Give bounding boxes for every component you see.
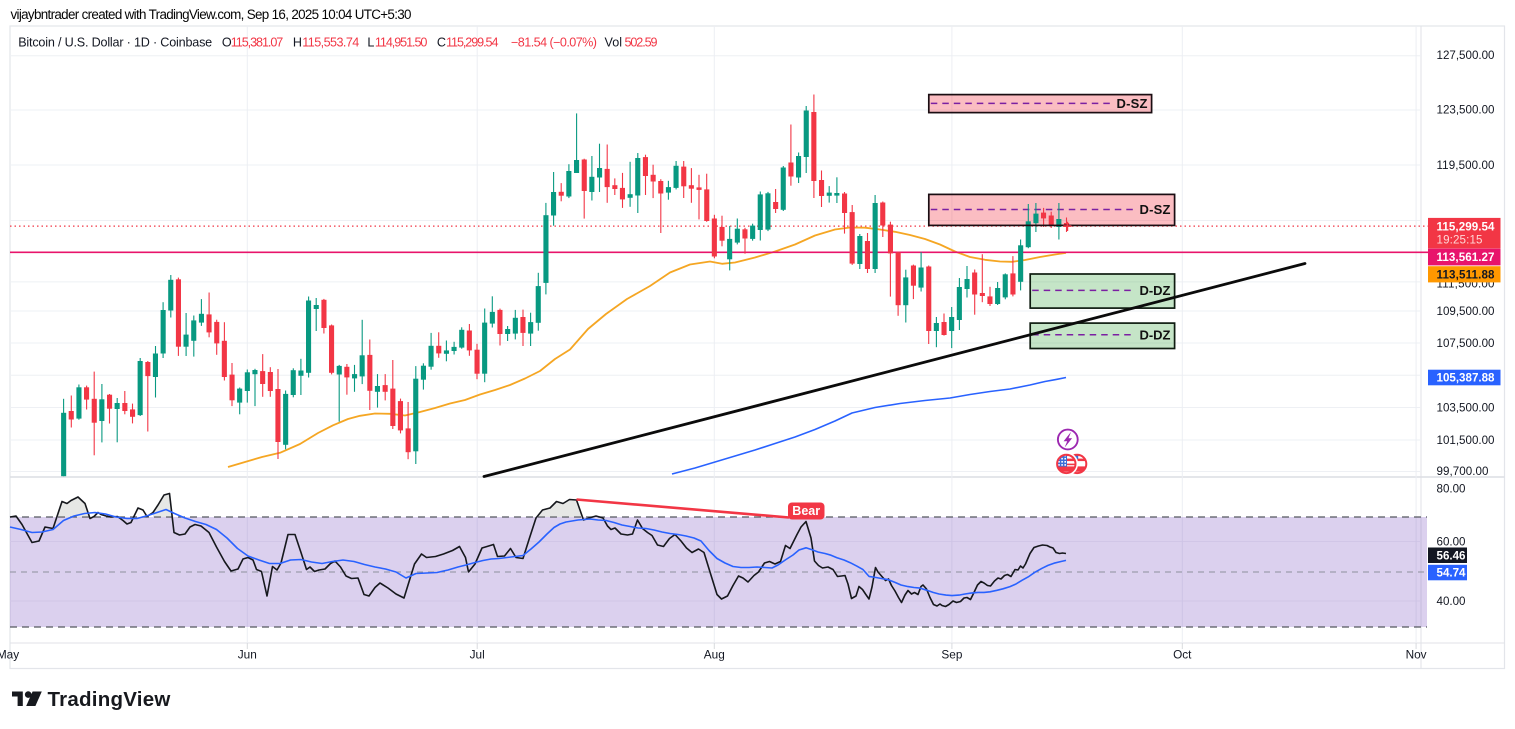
svg-text:80.00: 80.00 (1437, 483, 1466, 496)
svg-text:Jul: Jul (470, 648, 485, 662)
svg-text:56.46: 56.46 (1437, 549, 1467, 562)
svg-text:D-DZ: D-DZ (1140, 327, 1171, 342)
svg-text:Bear: Bear (792, 504, 820, 518)
svg-text:May: May (0, 648, 19, 662)
svg-text:101,500.00: 101,500.00 (1437, 434, 1495, 447)
svg-text:127,500.00: 127,500.00 (1437, 49, 1495, 62)
svg-text:54.74: 54.74 (1437, 567, 1467, 580)
svg-text:Nov: Nov (1406, 648, 1427, 662)
svg-text:Aug: Aug (704, 648, 725, 662)
svg-text:103,500.00: 103,500.00 (1437, 402, 1495, 415)
svg-text:113,511.88: 113,511.88 (1437, 268, 1496, 281)
svg-text:Jun: Jun (238, 648, 257, 662)
svg-text:99,700.00: 99,700.00 (1437, 465, 1489, 478)
svg-text:113,561.27: 113,561.27 (1437, 251, 1495, 264)
svg-text:D-SZ: D-SZ (1140, 202, 1171, 217)
svg-text:40.00: 40.00 (1437, 595, 1466, 608)
svg-text:105,387.88: 105,387.88 (1437, 372, 1496, 385)
svg-text:60.00: 60.00 (1437, 536, 1466, 549)
svg-text:Bitcoin / U.S. Dollar · 1D · C: Bitcoin / U.S. Dollar · 1D · Coinbase O11… (18, 36, 657, 50)
svg-text:123,500.00: 123,500.00 (1437, 104, 1495, 117)
svg-text:D-SZ: D-SZ (1117, 96, 1148, 111)
svg-text:109,500.00: 109,500.00 (1437, 305, 1495, 318)
svg-text:119,500.00: 119,500.00 (1437, 159, 1495, 172)
svg-text:107,500.00: 107,500.00 (1437, 337, 1495, 350)
svg-text:D-DZ: D-DZ (1140, 283, 1171, 298)
svg-text:Oct: Oct (1173, 648, 1192, 662)
svg-text:vijaybntrader created with Tra: vijaybntrader created with TradingView.c… (11, 7, 412, 22)
svg-text:Sep: Sep (941, 648, 962, 662)
svg-text:TradingView: TradingView (48, 688, 171, 711)
svg-text:115,299.54: 115,299.54 (1437, 220, 1496, 233)
svg-text:19:25:15: 19:25:15 (1437, 233, 1483, 246)
